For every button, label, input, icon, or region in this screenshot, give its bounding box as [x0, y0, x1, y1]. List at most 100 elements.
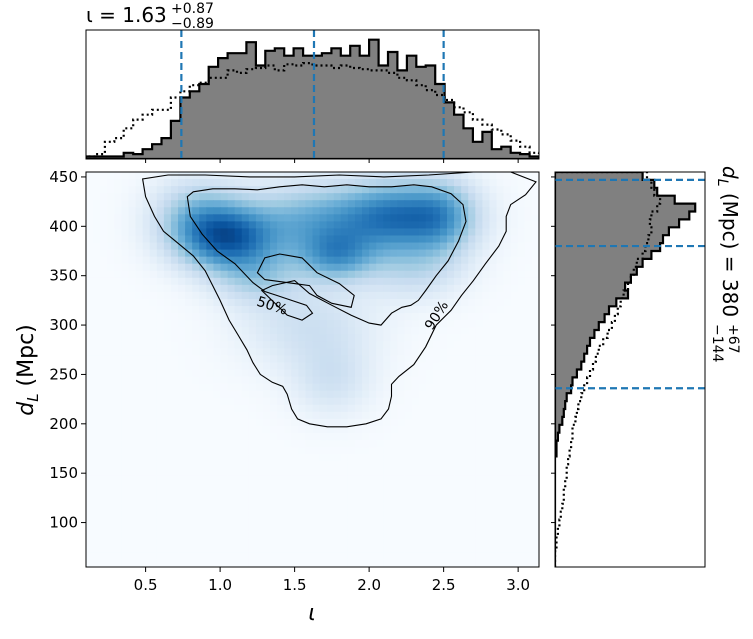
density-cell — [383, 510, 391, 519]
density-cell — [354, 313, 363, 321]
density-cell — [482, 418, 491, 427]
density-cell — [241, 404, 250, 413]
density-cell — [135, 179, 144, 187]
density-cell — [149, 334, 158, 342]
density-cell — [185, 341, 193, 349]
density-cell — [142, 320, 151, 328]
density-cell — [93, 348, 101, 356]
density-cell — [418, 411, 427, 420]
density-cell — [517, 468, 526, 476]
density-cell — [305, 531, 314, 540]
density-cell — [277, 256, 285, 265]
density-cell — [227, 235, 236, 244]
density-cell — [142, 376, 151, 385]
density-cell — [340, 327, 349, 335]
density-cell — [185, 313, 193, 321]
density-cell — [432, 383, 441, 392]
density-cell — [510, 249, 519, 258]
density-cell — [517, 249, 526, 258]
density-cell — [220, 461, 229, 469]
density-cell — [185, 320, 193, 328]
density-cell — [503, 440, 512, 448]
density-cell — [418, 376, 427, 385]
density-cell — [454, 172, 462, 180]
density-cell — [531, 334, 539, 342]
density-cell — [100, 341, 108, 349]
density-cell — [425, 355, 434, 364]
density-cell — [248, 291, 257, 300]
density-cell — [468, 291, 476, 300]
density-cell — [284, 214, 292, 222]
density-cell — [206, 291, 215, 300]
density-cell — [170, 221, 179, 230]
density-cell — [482, 355, 491, 364]
density-cell — [114, 440, 122, 448]
density-cell — [312, 179, 321, 187]
density-cell — [418, 284, 427, 293]
density-cell — [270, 256, 278, 265]
density-cell — [503, 545, 512, 554]
density-cell — [255, 454, 264, 462]
density-cell — [319, 193, 328, 201]
density-cell — [277, 186, 285, 194]
density-cell — [411, 221, 420, 230]
density-cell — [178, 306, 186, 314]
density-cell — [319, 447, 328, 455]
density-cell — [369, 256, 377, 265]
density-cell — [121, 263, 130, 272]
density-cell — [128, 425, 137, 434]
density-cell — [248, 531, 257, 540]
density-cell — [107, 454, 115, 462]
density-cell — [227, 503, 236, 512]
density-cell — [475, 313, 483, 321]
density-cell — [107, 496, 115, 505]
density-cell — [170, 418, 179, 427]
density-cell — [149, 249, 158, 258]
density-cell — [390, 298, 399, 307]
density-cell — [489, 284, 498, 293]
density-cell — [397, 454, 406, 462]
density-cell — [298, 418, 307, 427]
density-cell — [524, 545, 533, 554]
density-cell — [454, 284, 462, 293]
density-cell — [291, 510, 299, 519]
density-cell — [333, 355, 342, 364]
density-cell — [213, 214, 222, 222]
density-cell — [107, 242, 115, 251]
density-cell — [503, 263, 512, 272]
density-cell — [425, 263, 434, 272]
density-cell — [107, 263, 115, 272]
density-cell — [326, 552, 335, 561]
density-cell — [482, 291, 491, 300]
density-cell — [326, 461, 335, 469]
right-histogram — [555, 172, 697, 567]
density-cell — [241, 447, 250, 455]
density-cell — [93, 207, 101, 215]
density-cell — [354, 404, 363, 413]
density-cell — [206, 186, 215, 194]
density-cell — [291, 256, 299, 265]
density-cell — [411, 327, 420, 335]
density-cell — [347, 531, 356, 540]
density-cell — [411, 432, 420, 441]
density-cell — [213, 517, 222, 526]
density-cell — [100, 404, 108, 413]
density-cell — [277, 348, 285, 356]
density-cell — [163, 390, 172, 399]
density-cell — [376, 503, 384, 512]
density-cell — [524, 298, 533, 307]
density-cell — [185, 193, 193, 201]
density-cell — [121, 432, 130, 441]
density-cell — [418, 320, 427, 328]
density-cell — [234, 256, 243, 265]
density-cell — [362, 306, 370, 314]
density-cell — [468, 552, 476, 561]
density-cell — [100, 207, 108, 215]
density-cell — [199, 376, 207, 385]
density-cell — [277, 383, 285, 392]
density-cell — [128, 383, 137, 392]
density-cell — [284, 425, 292, 434]
density-cell — [376, 559, 384, 567]
density-cell — [369, 397, 377, 406]
density-cell — [312, 397, 321, 406]
